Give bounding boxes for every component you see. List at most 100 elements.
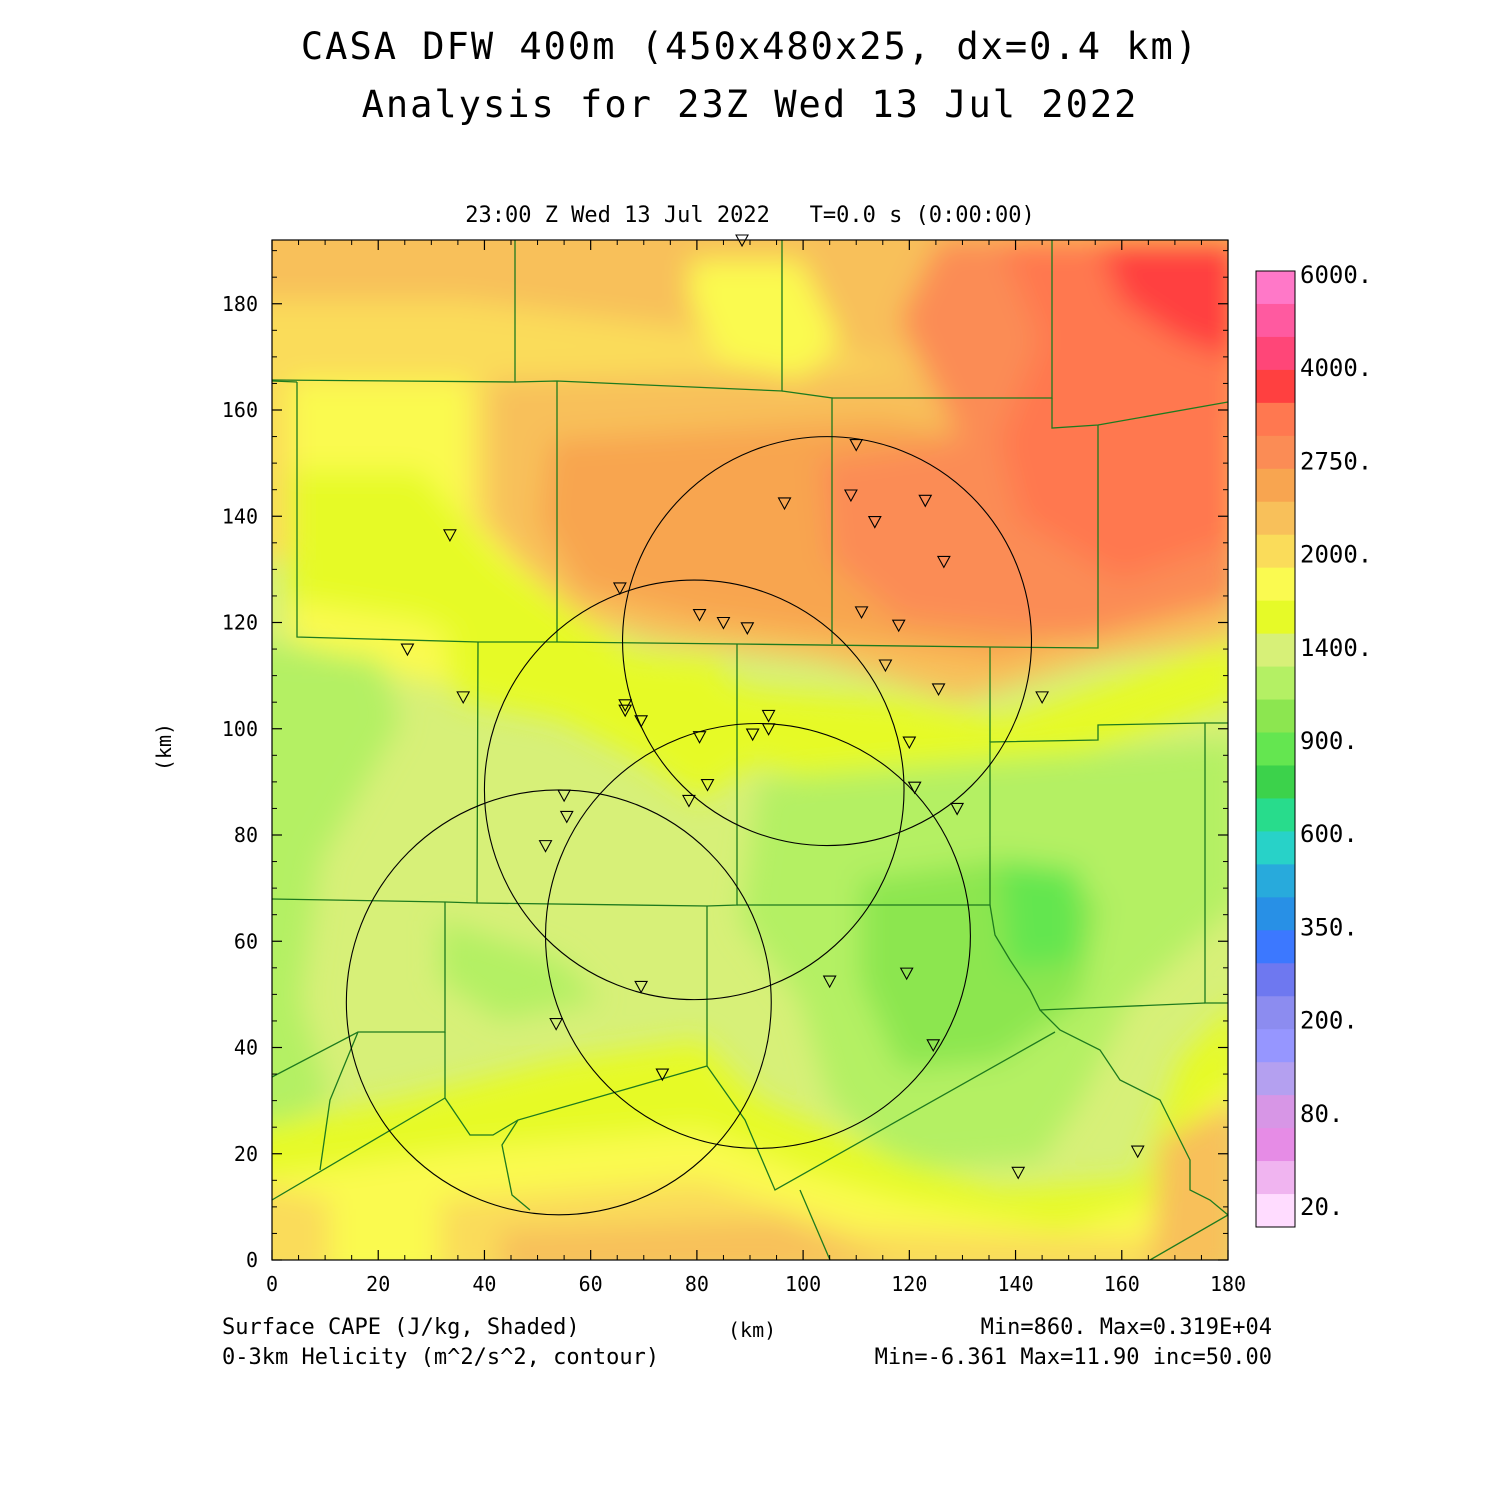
y-tick-label: 120: [222, 611, 258, 635]
colorbar-swatch: [1256, 699, 1295, 734]
colorbar-swatch: [1256, 963, 1295, 997]
station-marker: [761, 709, 776, 723]
station-marker: [936, 555, 951, 569]
colorbar-swatch: [1256, 930, 1295, 964]
station-marker: [716, 616, 731, 630]
x-tick-label: 80: [685, 1272, 709, 1296]
colorbar-swatch: [1256, 600, 1295, 635]
station-marker: [849, 438, 864, 452]
station-marker: [456, 691, 471, 705]
colorbar-swatch: [1256, 831, 1295, 865]
y-tick-label: 60: [234, 929, 258, 953]
y-tick-label: 180: [222, 292, 258, 316]
station-marker: [549, 1018, 564, 1031]
colorbar-label: 2000.: [1300, 541, 1372, 569]
station-marker: [538, 840, 553, 853]
colorbar-label: 4000.: [1300, 354, 1372, 382]
station-markers: [400, 234, 1145, 1180]
station-marker: [1011, 1166, 1026, 1180]
station-marker: [655, 1068, 670, 1082]
y-tick-label: 140: [222, 504, 258, 528]
station-marker: [822, 975, 837, 989]
shaded-field-label: Surface CAPE (J/kg, Shaded): [222, 1315, 580, 1340]
colorbar-swatch: [1256, 567, 1295, 602]
colorbar-label: 350.: [1300, 913, 1358, 941]
station-marker: [777, 497, 792, 511]
colorbar-swatch: [1256, 1095, 1295, 1129]
station-marker: [735, 234, 749, 248]
colorbar-swatch: [1256, 996, 1295, 1030]
station-marker: [557, 789, 572, 803]
station-marker: [854, 606, 869, 620]
station-marker: [867, 516, 882, 529]
colorbar-label: 2750.: [1300, 447, 1372, 475]
colorbar-label: 20.: [1300, 1193, 1343, 1221]
y-tick-label: 0: [246, 1248, 258, 1272]
valid-time-label: 23:00 Z Wed 13 Jul 2022 T=0.0 s (0:00:00…: [465, 203, 1035, 228]
contour-field-label: 0-3km Helicity (m^2/s^2, contour): [222, 1345, 660, 1370]
colorbar-label: 900.: [1300, 727, 1358, 755]
colorbar-swatch: [1256, 534, 1295, 569]
colorbar-swatch: [1256, 798, 1295, 832]
station-marker: [740, 622, 755, 635]
colorbar-label: 80.: [1300, 1100, 1343, 1128]
station-marker: [559, 810, 574, 824]
colorbar-swatch: [1256, 864, 1295, 898]
station-marker: [745, 728, 760, 742]
y-tick-label: 20: [234, 1142, 258, 1166]
y-tick-label: 40: [234, 1036, 258, 1060]
radar-ring-north: [483, 579, 905, 1001]
colorbar-swatch: [1256, 1029, 1295, 1063]
station-marker: [442, 529, 457, 542]
colorbar-label: 6000.: [1300, 261, 1372, 289]
colorbar-swatch: [1256, 1128, 1295, 1162]
x-axis-unit: (km): [728, 1318, 777, 1342]
radar-ring-northeast: [621, 436, 1033, 847]
x-tick-label: 0: [266, 1272, 278, 1296]
station-marker: [761, 723, 776, 736]
station-marker: [950, 802, 965, 816]
station-marker: [692, 731, 707, 744]
contour-field-stats: Min=-6.361 Max=11.90 inc=50.00: [874, 1345, 1272, 1370]
station-marker: [878, 659, 893, 673]
station-marker: [1130, 1145, 1145, 1159]
colorbar-swatch: [1256, 336, 1295, 371]
colorbar-frame: [1255, 270, 1296, 1228]
x-tick-label: 20: [366, 1272, 390, 1296]
station-marker: [843, 489, 858, 503]
colorbar-swatch: [1256, 765, 1295, 799]
x-tick-label: 140: [997, 1272, 1033, 1296]
x-tick-label: 100: [785, 1272, 821, 1296]
station-marker: [618, 704, 633, 718]
station-marker: [891, 619, 906, 633]
colorbar-swatch: [1256, 468, 1295, 503]
colorbar-swatch: [1256, 897, 1295, 931]
colorbar-swatch: [1256, 501, 1295, 536]
station-marker: [692, 608, 707, 622]
y-axis: 0 20 40 60 80 100 120 140 160 180: [222, 250, 1228, 1272]
colorbar-label: 1400.: [1300, 634, 1372, 662]
colorbar-swatch: [1256, 1161, 1295, 1195]
station-marker: [926, 1039, 941, 1052]
station-marker: [1035, 691, 1050, 705]
colorbar-label: 200.: [1300, 1007, 1358, 1035]
colorbar-swatch: [1256, 435, 1295, 470]
station-marker: [902, 736, 917, 750]
station-marker: [634, 715, 649, 728]
x-tick-label: 180: [1210, 1272, 1246, 1296]
x-tick-label: 40: [472, 1272, 496, 1296]
y-tick-label: 160: [222, 398, 258, 422]
station-marker: [931, 683, 946, 697]
colorbar-swatch: [1256, 402, 1295, 437]
colorbar-swatch: [1256, 732, 1295, 766]
x-tick-label: 60: [579, 1272, 603, 1296]
colorbar-swatch: [1256, 369, 1295, 404]
radar-ring-east: [544, 722, 971, 1149]
county-boundaries: [272, 240, 1228, 1260]
station-marker: [681, 794, 696, 808]
station-marker: [612, 582, 627, 596]
y-tick-label: 80: [234, 823, 258, 847]
station-marker: [918, 494, 933, 508]
x-tick-label: 160: [1104, 1272, 1140, 1296]
